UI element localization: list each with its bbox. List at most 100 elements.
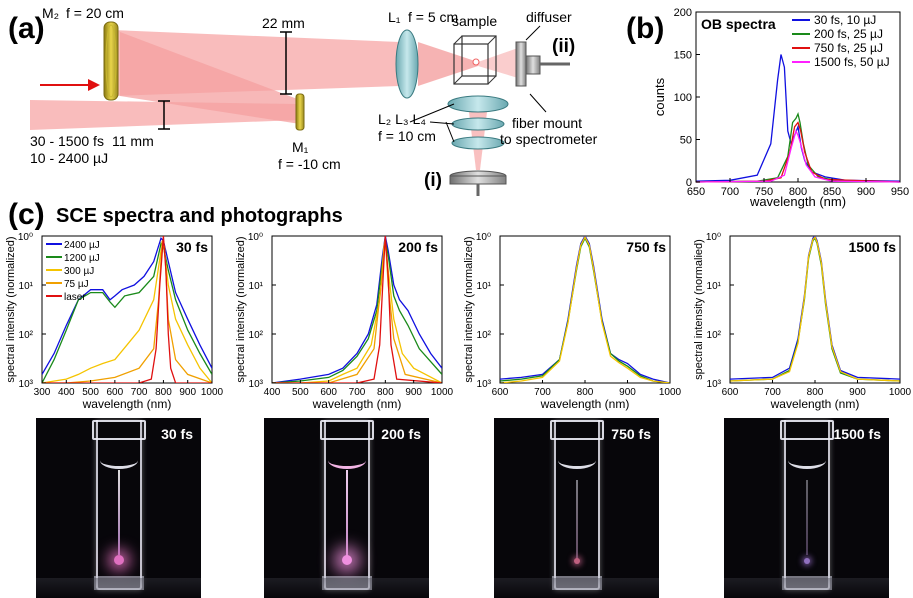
sce-axes — [729, 235, 901, 384]
sce-series-line — [730, 236, 900, 382]
x-tick-label: 950 — [891, 186, 909, 198]
sce-plot: 400 500 600 700 800 900 1000 10³ 10² 10¹ 10⁰ wavele… — [235, 232, 454, 411]
label-energy-range: 10 - 2400 µJ — [30, 150, 108, 166]
cuvette-200fs — [319, 420, 374, 590]
ob-series-line — [695, 129, 901, 183]
y-tick-label: 10³ — [19, 379, 34, 390]
sce-series — [730, 236, 900, 382]
lens-l4 — [451, 136, 505, 150]
x-tick-label: 700 — [764, 387, 781, 398]
cuvette-1500fs — [779, 420, 834, 590]
panel-b-xlabel: wavelength (nm) — [749, 194, 846, 209]
y-tick-label: 50 — [680, 135, 692, 147]
sce-plot-label: 1500 fs — [849, 239, 897, 255]
lens-l3 — [451, 117, 505, 131]
photo-30fs: 30 fs — [36, 418, 201, 598]
panel-b-inner-title: OB spectra — [701, 16, 776, 32]
y-tick-label: 10² — [477, 330, 492, 341]
y-tick-label: 10¹ — [707, 281, 722, 292]
sce-series-line — [272, 236, 442, 383]
x-tick-label: 700 — [534, 387, 551, 398]
panel-c-title: SCE spectra and photographs — [56, 205, 343, 227]
lens-l2 — [447, 95, 509, 113]
label-l1: L₁ — [388, 9, 401, 25]
sce-ylabel: spectral intensity (normalized) — [5, 236, 17, 382]
beam-paths — [30, 30, 518, 170]
x-tick-label: 700 — [131, 387, 148, 398]
y-tick-label: 0 — [686, 177, 692, 189]
sce-series-line — [272, 238, 442, 383]
panel-a-tag: (a) — [8, 12, 45, 45]
x-tick-label: 900 — [619, 387, 636, 398]
sce-series-line — [500, 236, 670, 383]
x-tick-label: 800 — [789, 186, 807, 198]
x-tick-label: 800 — [155, 387, 172, 398]
x-tick-label: 650 — [687, 186, 705, 198]
legend-entry: laser — [64, 292, 86, 303]
y-tick-label: 10¹ — [19, 281, 34, 292]
x-tick-label: 900 — [179, 387, 196, 398]
y-tick-label: 10⁰ — [18, 232, 33, 243]
sce-series-line — [42, 236, 212, 383]
label-sample: sample — [452, 13, 497, 29]
y-tick-label: 10⁰ — [476, 232, 491, 243]
beam-focus — [418, 42, 478, 86]
sce-axes — [499, 235, 671, 384]
x-tick-label: 600 — [320, 387, 337, 398]
photo-label-1500fs: 1500 fs — [833, 426, 881, 442]
x-tick-label: 900 — [405, 387, 422, 398]
y-tick-label: 10¹ — [249, 281, 264, 292]
x-tick-label: 400 — [264, 387, 281, 398]
label-11mm: 11 mm — [112, 133, 154, 149]
x-tick-label: 600 — [492, 387, 509, 398]
y-tick-label: 10² — [707, 330, 722, 341]
label-m1-focal: f = -10 cm — [278, 156, 341, 172]
x-tick-label: 600 — [722, 387, 739, 398]
y-tick-label: 200 — [674, 7, 692, 19]
sce-plot: 300 400 500 600 700 800 900 1000 10³ 10² 10¹ 10⁰ wav… — [5, 232, 224, 411]
sce-plot-label: 30 fs — [176, 239, 208, 255]
sce-ylabel: spectral intensity (normalied) — [693, 239, 705, 380]
sce-xlabel: wavelength (nm) — [312, 397, 402, 411]
x-tick-label: 1000 — [201, 387, 224, 398]
y-tick-label: 10² — [19, 330, 34, 341]
cuvette-750fs — [549, 420, 604, 590]
x-tick-label: 850 — [823, 186, 841, 198]
sce-series-line — [42, 243, 212, 383]
mirror-m1 — [295, 93, 305, 131]
legend-entry: 200 fs, 25 µJ — [814, 27, 883, 41]
y-tick-label: 10² — [249, 330, 264, 341]
dimension-22mm — [280, 31, 292, 95]
legend-entry: 1500 fs, 50 µJ — [814, 55, 890, 69]
fiber-pointer — [529, 93, 547, 113]
panel-b-axes — [695, 11, 901, 183]
x-tick-label: 600 — [107, 387, 124, 398]
y-tick-label: 10³ — [477, 379, 492, 390]
sce-xlabel: wavelength (nm) — [82, 397, 172, 411]
x-tick-label: 1000 — [431, 387, 454, 398]
legend-entry: 300 µJ — [64, 266, 94, 277]
label-ii: (ii) — [552, 36, 575, 57]
sce-axes — [271, 235, 443, 384]
legend-entry: 750 fs, 25 µJ — [814, 41, 883, 55]
sce-series — [500, 236, 670, 383]
sce-series-line — [42, 242, 212, 383]
y-tick-label: 10¹ — [477, 281, 492, 292]
label-fiber-mount: fiber mount — [512, 115, 582, 131]
label-m2-focal: f = 20 cm — [66, 5, 124, 21]
sce-plot-label: 750 fs — [626, 239, 666, 255]
photo-750fs: 750 fs — [494, 418, 659, 598]
photo-label-200fs: 200 fs — [381, 426, 421, 442]
x-tick-label: 700 — [721, 186, 739, 198]
y-tick-label: 100 — [674, 92, 692, 104]
x-tick-label: 900 — [849, 387, 866, 398]
y-tick-label: 10³ — [707, 379, 722, 390]
photo-1500fs: 1500 fs — [724, 418, 889, 598]
legend-entry: 75 µJ — [64, 279, 89, 290]
fiber-mount — [449, 170, 507, 196]
x-tick-label: 800 — [577, 387, 594, 398]
legend-entry: 1200 µJ — [64, 253, 100, 264]
x-tick-label: 400 — [58, 387, 75, 398]
